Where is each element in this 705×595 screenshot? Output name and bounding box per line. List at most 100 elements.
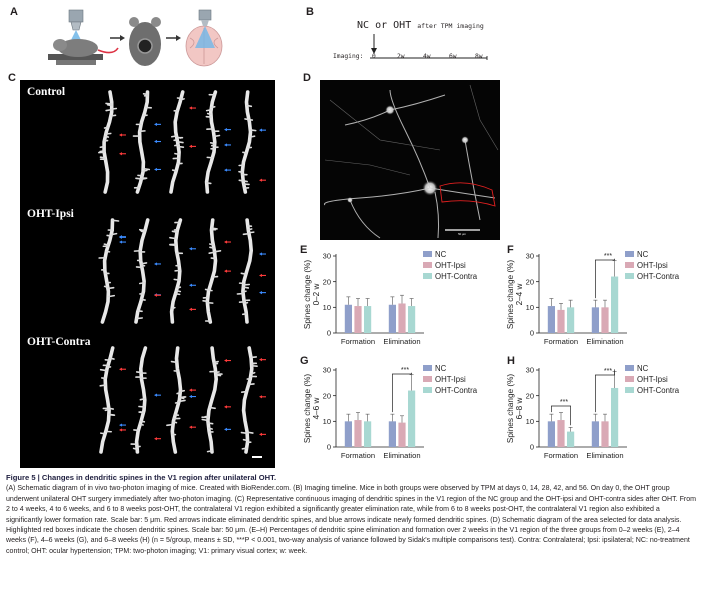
x-category-label: Formation — [544, 337, 578, 346]
eliminated-spine-arrow — [119, 133, 126, 137]
dendrite-segment — [132, 90, 153, 194]
x-category-label: Elimination — [383, 337, 420, 346]
dendrite-segment — [166, 346, 187, 454]
bar-oht-ipsi-elimination — [601, 421, 609, 447]
new-spine-arrow — [224, 128, 231, 132]
dendrite-segment — [98, 218, 120, 324]
caption-body: (A) Schematic diagram of in vivo two-pho… — [6, 485, 697, 555]
row-label-oht-ipsi: OHT-Ipsi — [27, 208, 74, 220]
significance-bracket: *** — [392, 367, 412, 413]
legend-label: OHT-Ipsi — [435, 261, 466, 270]
bar-nc-formation — [344, 304, 352, 333]
panel-label-d: D — [303, 72, 311, 84]
eliminated-spine-arrow — [259, 358, 266, 362]
bar-nc-formation — [547, 306, 555, 333]
eliminated-spine-arrow — [259, 178, 266, 182]
y-tick-label: 30 — [526, 366, 534, 375]
significance-label: *** — [604, 253, 612, 260]
figure-caption: Figure 5 | Changes in dendritic spines i… — [6, 473, 698, 557]
dendrite-segment — [238, 90, 257, 194]
legend-item-ipsi: OHT-Ipsi — [625, 261, 668, 270]
y-tick-label: 20 — [526, 391, 534, 400]
y-tick-label: 30 — [323, 252, 331, 261]
significance-bracket: *** — [595, 253, 615, 299]
y-tick-label: 20 — [323, 277, 331, 286]
bar-oht-ipsi-formation — [354, 420, 362, 447]
legend-label: OHT-Ipsi — [637, 261, 668, 270]
legend-label: OHT-Contra — [637, 272, 680, 281]
legend-swatch — [423, 387, 432, 393]
dendrite-segment — [130, 346, 148, 454]
new-spine-arrow — [224, 143, 231, 147]
x-category-label: Formation — [341, 451, 375, 460]
bar-nc-elimination — [591, 421, 599, 447]
scale-label-d: 50 μm — [458, 232, 466, 236]
eliminated-spine-arrow — [189, 307, 196, 311]
new-spine-arrow — [119, 235, 126, 239]
eliminated-spine-arrow — [154, 437, 161, 441]
legend-swatch — [625, 376, 634, 382]
bar-nc-formation — [547, 421, 555, 447]
new-spine-arrow — [224, 427, 231, 431]
panel-label-e: E — [300, 244, 308, 256]
timeline-axis — [370, 34, 488, 60]
legend-swatch — [423, 273, 432, 279]
legend-label: OHT-Ipsi — [435, 375, 466, 384]
imaging-axis-label: Imaging: — [333, 53, 364, 60]
eliminated-spine-arrow — [154, 293, 161, 297]
dendrite-segment — [240, 346, 258, 454]
legend-label: OHT-Contra — [435, 386, 478, 395]
legend-item-contra: OHT-Contra — [625, 272, 680, 281]
new-spine-arrow — [154, 393, 161, 397]
legend-swatch — [423, 365, 432, 371]
legend-label: NC — [637, 364, 649, 373]
eliminated-spine-arrow — [224, 269, 231, 273]
legend-label: NC — [435, 250, 447, 259]
x-category-label: Elimination — [586, 337, 623, 346]
legend-item-nc: NC — [423, 250, 447, 259]
legend-item-contra: OHT-Contra — [423, 386, 478, 395]
legend-swatch — [625, 387, 634, 393]
or-label: or — [375, 20, 388, 31]
x-category-label: Formation — [544, 451, 578, 460]
eliminated-spine-arrow — [119, 152, 126, 156]
tick-2w: 2w — [397, 53, 405, 60]
bar-oht-contra-elimination — [611, 276, 619, 333]
legend-swatch — [423, 376, 432, 382]
bar-oht-contra-elimination — [408, 390, 416, 447]
legend-swatch — [423, 251, 432, 257]
chart-e: Spines change (%)0–2 w 0 10 20 30 Formation El… — [303, 250, 478, 346]
y-tick-label: 0 — [327, 443, 331, 452]
y-tick-label: 20 — [323, 391, 331, 400]
new-spine-arrow — [259, 128, 266, 132]
chart-g: Spines change (%)4–6 w 0 10 20 30 Formation El… — [303, 364, 478, 460]
panel-label-c: C — [8, 72, 16, 84]
eliminated-spine-arrow — [259, 273, 266, 278]
y-tick-label: 20 — [526, 277, 534, 286]
new-spine-arrow — [189, 283, 196, 287]
chart-h: Spines change (%)6–8 w 0 10 20 30 Formation El… — [506, 364, 680, 460]
bar-oht-ipsi-formation — [557, 420, 565, 447]
panel-label-a: A — [10, 6, 18, 18]
dendrite-segment — [201, 346, 223, 454]
eliminated-spine-arrow — [189, 106, 196, 110]
panel-label-b: B — [306, 6, 314, 18]
eliminated-spine-arrow — [189, 425, 196, 429]
panel-label-g: G — [300, 355, 309, 367]
eliminated-spine-arrow — [189, 388, 196, 392]
dendrite-segment — [98, 90, 118, 194]
eliminated-spine-arrow — [189, 144, 196, 148]
row-label-oht-contra: OHT-Contra — [27, 336, 91, 348]
mouse-head-icon — [129, 17, 161, 66]
scale-bar-c — [252, 456, 262, 458]
dendrite-segment — [202, 218, 222, 324]
bar-oht-ipsi-formation — [354, 306, 362, 333]
legend-item-nc: NC — [423, 364, 447, 373]
tick-8w: 8w — [475, 53, 483, 60]
new-spine-arrow — [119, 240, 126, 244]
dendrite-segment — [236, 218, 255, 324]
panel-label-h: H — [507, 355, 515, 367]
legend-item-contra: OHT-Contra — [625, 386, 680, 395]
bar-nc-elimination — [591, 307, 599, 333]
caption-title: Figure 5 | Changes in dendritic spines i… — [6, 473, 277, 482]
